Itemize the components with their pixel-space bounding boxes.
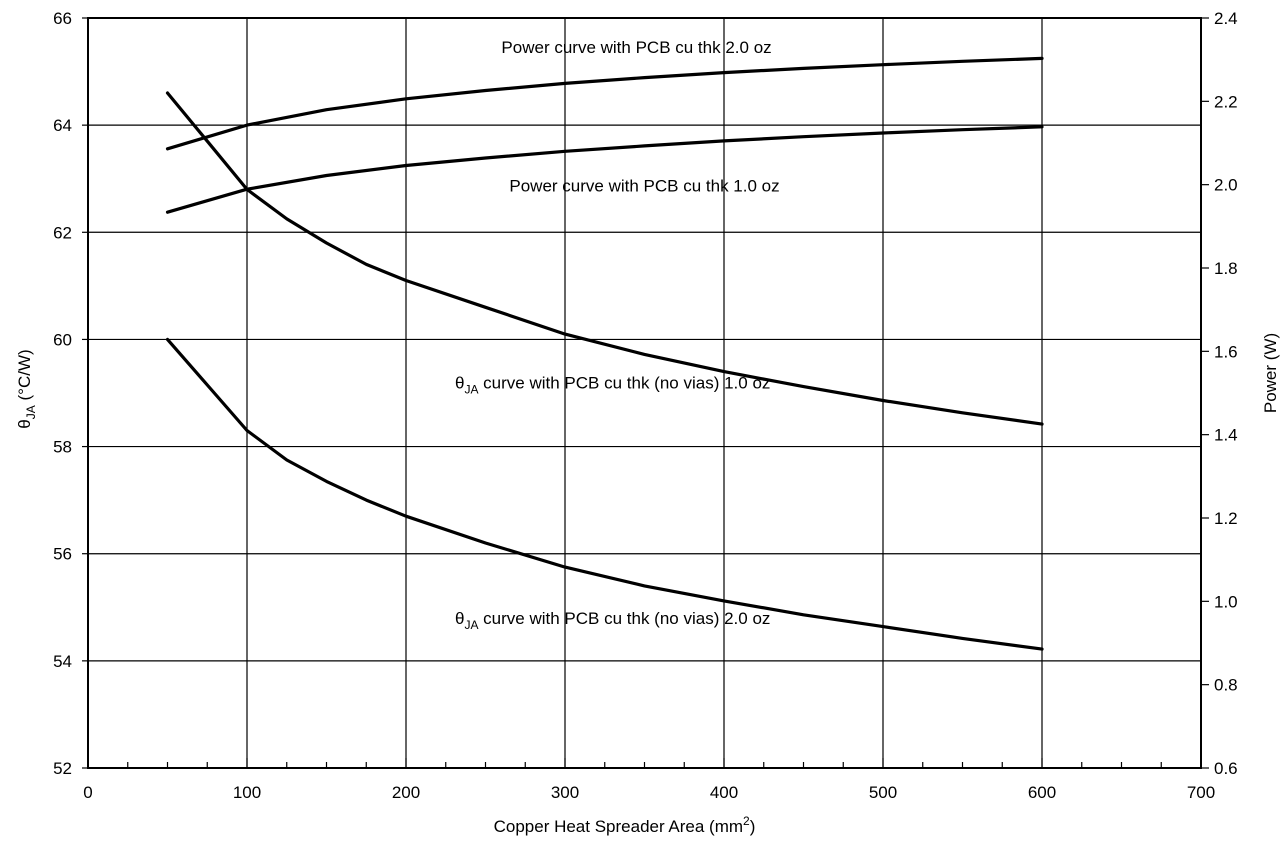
x-axis-title: Copper Heat Spreader Area (mm2) [494, 814, 756, 836]
x-tick-label: 300 [551, 783, 579, 802]
grid-lines [88, 18, 1201, 768]
plot-frame [87, 17, 1202, 769]
x-tick-label: 200 [392, 783, 420, 802]
y-left-tick-label: 54 [53, 652, 72, 671]
y-right-tick-label: 1.4 [1214, 426, 1238, 445]
series-line-power-1oz [165, 125, 1044, 214]
y-left-tick-label: 64 [53, 116, 72, 135]
y-left-tick-label: 62 [53, 223, 72, 242]
y-right-tick-label: 1.6 [1214, 342, 1238, 361]
y-left-tick-label: 58 [53, 438, 72, 457]
y-right-tick-label: 2.2 [1214, 92, 1238, 111]
x-tick-label: 500 [869, 783, 897, 802]
y-right-tick-label: 2.4 [1214, 9, 1238, 28]
series-line-power-2oz [165, 56, 1044, 151]
y-right-tick-label: 0.6 [1214, 759, 1238, 778]
y-right-axis-tick-labels: 0.6 0.8 1.0 1.2 1.4 1.6 1.8 2.0 2.2 2.4 [1214, 9, 1238, 778]
y-left-tick-label: 52 [53, 759, 72, 778]
x-tick-label: 700 [1187, 783, 1215, 802]
series-label-theta-2oz: θJA curve with PCB cu thk (no vias) 2.0 … [455, 609, 770, 632]
series-label-power-1oz: Power curve with PCB cu thk 1.0 oz [509, 177, 779, 196]
y-right-tick-label: 1.2 [1214, 509, 1238, 528]
y-left-tick-label: 66 [53, 9, 72, 28]
y-left-axis-title: θJA (°C/W) [15, 349, 38, 428]
minor-ticks [82, 17, 1209, 769]
x-tick-label: 400 [710, 783, 738, 802]
series-label-theta-1oz: θJA curve with PCB cu thk (no vias) 1.0 … [455, 373, 770, 396]
y-right-tick-label: 1.8 [1214, 259, 1238, 278]
series-lines [165, 56, 1044, 651]
y-right-tick-label: 0.8 [1214, 676, 1238, 695]
series-label-power-2oz: Power curve with PCB cu thk 2.0 oz [501, 38, 771, 57]
y-right-tick-label: 1.0 [1214, 592, 1238, 611]
x-axis-tick-labels: 0 100 200 300 400 500 600 700 [83, 783, 1215, 802]
y-left-tick-label: 56 [53, 545, 72, 564]
y-right-axis-title: Power (W) [1261, 333, 1280, 413]
y-right-tick-label: 2.0 [1214, 176, 1238, 195]
y-left-tick-label: 60 [53, 330, 72, 349]
x-tick-label: 600 [1028, 783, 1056, 802]
x-tick-label: 0 [83, 783, 92, 802]
y-left-axis-tick-labels: 52 54 56 58 60 62 64 66 [53, 9, 72, 778]
series-line-theta-1oz [165, 91, 1044, 426]
series-line-theta-2oz [165, 337, 1044, 651]
x-tick-label: 100 [233, 783, 261, 802]
